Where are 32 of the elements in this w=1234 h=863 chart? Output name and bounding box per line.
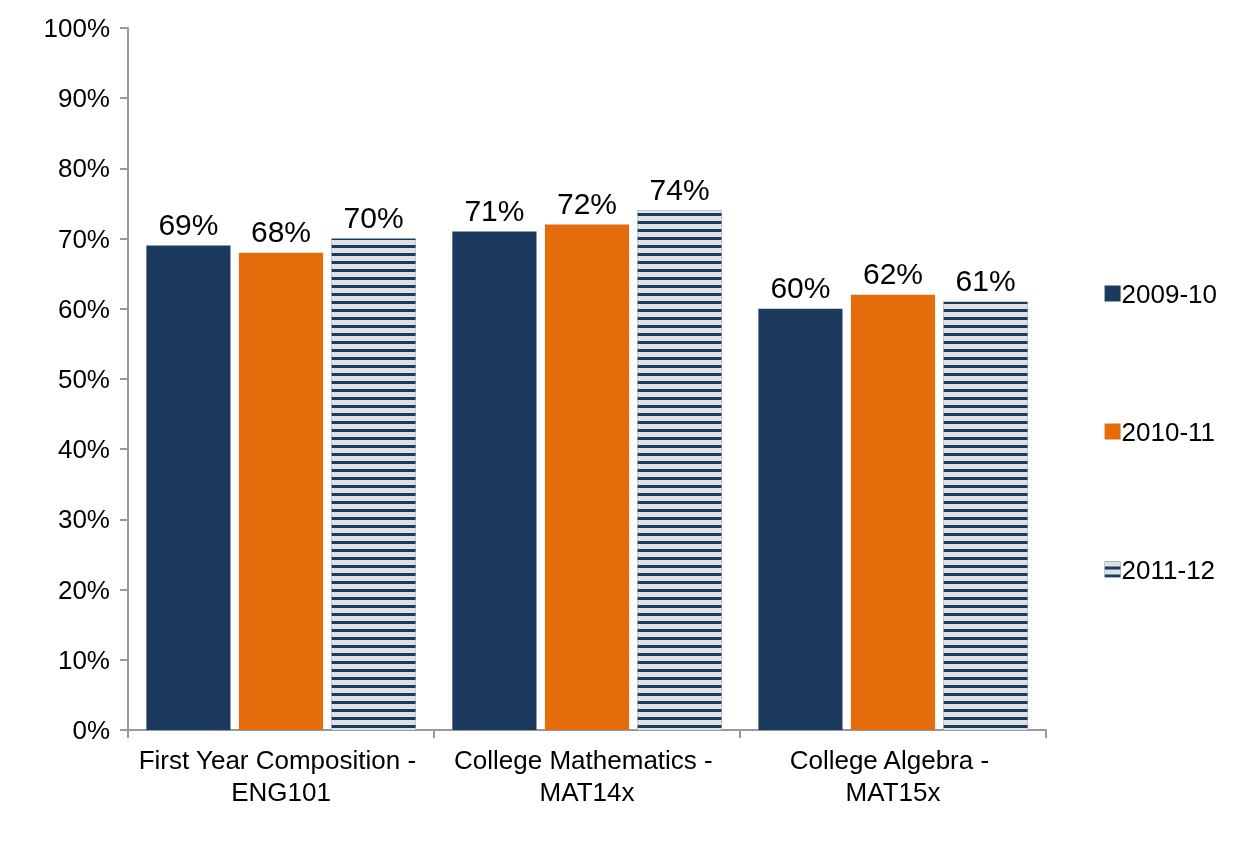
y-tick-label: 0%: [72, 715, 110, 745]
y-tick-label: 30%: [57, 504, 110, 535]
bar: [758, 308, 843, 730]
y-tick-label: 10%: [57, 644, 110, 675]
x-tick-label: First Year Composition - ENG101: [138, 745, 424, 807]
text: 68%: [250, 215, 312, 249]
y-tick-label: 40%: [57, 434, 110, 465]
bar: [452, 231, 537, 730]
y-tick-label: 90%: [57, 83, 110, 114]
bar: [238, 252, 324, 730]
y-tick-label: 20%: [57, 574, 110, 605]
legend-label: 2011-12: [1121, 554, 1216, 585]
y-tick-label: 70%: [57, 223, 110, 254]
legend-label: 2010-11: [1121, 416, 1216, 447]
text: 60%: [770, 271, 831, 305]
text: 69%: [158, 208, 219, 242]
x-tick-label: College Mathematics - MAT14x: [454, 745, 720, 807]
legend-label: 2009-10: [1121, 278, 1217, 309]
bar: [544, 224, 630, 730]
text: 71%: [464, 194, 525, 228]
bar: [850, 294, 936, 730]
text: 74%: [649, 173, 710, 207]
bar: [146, 245, 231, 730]
y-tick-label: 50%: [57, 364, 110, 394]
y-tick-label: 80%: [57, 153, 110, 184]
text: 62%: [862, 257, 924, 291]
y-tick-label: 60%: [57, 293, 110, 324]
text: 72%: [556, 187, 618, 221]
x-tick-label: College Algebra - MAT15x: [789, 745, 997, 807]
text: 61%: [955, 264, 1016, 298]
text: 70%: [343, 201, 404, 235]
y-tick-label: 100%: [43, 13, 110, 43]
